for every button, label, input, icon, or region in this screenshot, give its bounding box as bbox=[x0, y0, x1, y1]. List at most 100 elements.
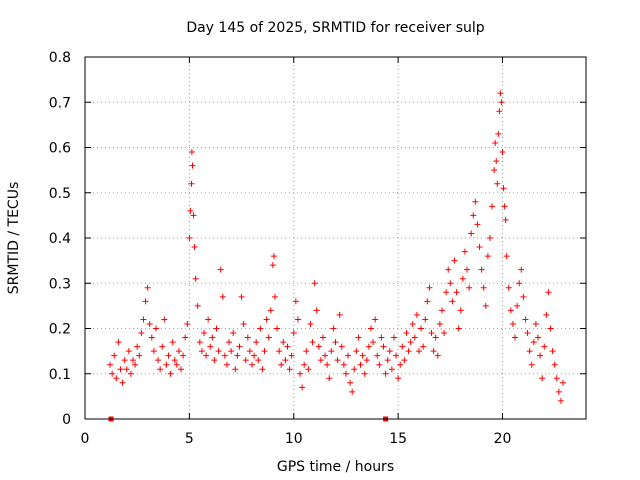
data-point bbox=[261, 348, 268, 355]
data-point bbox=[269, 262, 276, 269]
data-point bbox=[276, 348, 283, 355]
data-point bbox=[217, 266, 224, 273]
y-tick-label: 0.4 bbox=[49, 231, 71, 247]
data-point bbox=[484, 253, 491, 260]
data-point bbox=[187, 207, 194, 214]
data-point bbox=[459, 275, 466, 282]
data-point bbox=[263, 316, 270, 323]
data-point bbox=[215, 348, 222, 355]
data-point bbox=[190, 212, 197, 219]
data-point bbox=[530, 339, 537, 346]
data-point bbox=[482, 302, 489, 309]
data-point bbox=[418, 325, 425, 332]
data-point bbox=[374, 352, 381, 359]
data-point bbox=[539, 375, 546, 382]
data-point bbox=[478, 266, 485, 273]
data-point bbox=[405, 348, 412, 355]
data-point bbox=[288, 352, 295, 359]
data-point bbox=[432, 334, 439, 341]
data-point bbox=[491, 167, 498, 174]
data-point bbox=[155, 357, 162, 364]
data-point bbox=[117, 366, 124, 373]
data-points bbox=[107, 90, 567, 404]
data-point bbox=[453, 289, 460, 296]
data-point bbox=[228, 348, 235, 355]
data-point bbox=[449, 298, 456, 305]
data-point bbox=[424, 298, 431, 305]
data-point bbox=[138, 330, 145, 337]
data-point bbox=[163, 361, 170, 368]
data-point bbox=[121, 357, 128, 364]
data-point bbox=[426, 284, 433, 291]
data-point bbox=[357, 361, 364, 368]
data-point bbox=[447, 280, 454, 287]
data-point bbox=[230, 330, 237, 337]
data-point bbox=[169, 339, 176, 346]
data-point bbox=[555, 388, 562, 395]
data-point bbox=[313, 307, 320, 314]
data-point bbox=[416, 348, 422, 355]
data-point bbox=[159, 343, 166, 350]
data-point bbox=[171, 357, 178, 364]
data-point bbox=[328, 348, 335, 355]
data-point bbox=[274, 325, 281, 332]
data-point bbox=[436, 320, 443, 327]
data-point bbox=[205, 316, 212, 323]
data-point bbox=[332, 339, 339, 346]
data-point bbox=[301, 361, 308, 368]
data-point bbox=[545, 289, 552, 296]
data-point bbox=[123, 366, 130, 373]
data-point bbox=[497, 90, 504, 97]
data-point bbox=[326, 375, 333, 382]
data-point bbox=[551, 361, 558, 368]
data-point bbox=[292, 298, 299, 305]
data-point bbox=[290, 330, 297, 337]
data-point bbox=[537, 352, 544, 359]
data-point bbox=[271, 293, 278, 300]
data-point bbox=[242, 357, 249, 364]
data-point bbox=[207, 343, 214, 350]
data-point bbox=[451, 257, 458, 264]
data-point bbox=[249, 361, 255, 368]
data-point bbox=[134, 343, 141, 350]
data-point bbox=[297, 370, 304, 377]
data-point bbox=[223, 361, 230, 368]
data-point bbox=[553, 375, 560, 382]
data-point bbox=[336, 311, 343, 318]
grid-lines bbox=[85, 57, 586, 419]
data-point bbox=[376, 361, 383, 368]
data-point bbox=[532, 320, 539, 327]
data-point bbox=[388, 366, 395, 373]
x-tick-label: 10 bbox=[285, 431, 303, 447]
data-point bbox=[495, 130, 502, 137]
data-point bbox=[234, 352, 241, 359]
data-point bbox=[211, 357, 218, 364]
y-tick-label: 0.7 bbox=[49, 95, 71, 111]
data-point bbox=[390, 334, 397, 341]
data-point bbox=[512, 334, 519, 341]
data-point bbox=[480, 284, 487, 291]
data-point bbox=[238, 293, 245, 300]
data-point bbox=[213, 325, 220, 332]
data-point bbox=[516, 280, 523, 287]
data-point bbox=[232, 366, 239, 373]
data-point bbox=[130, 357, 137, 364]
data-point bbox=[443, 289, 450, 296]
data-point bbox=[259, 366, 266, 373]
data-point bbox=[338, 343, 345, 350]
data-point bbox=[244, 334, 251, 341]
data-point bbox=[167, 370, 174, 377]
data-point bbox=[382, 370, 389, 377]
data-point bbox=[142, 298, 149, 305]
data-point bbox=[107, 361, 114, 368]
data-point bbox=[309, 339, 316, 346]
data-point bbox=[507, 307, 514, 314]
data-point bbox=[493, 158, 500, 165]
y-tick-label: 0 bbox=[62, 412, 71, 428]
data-point bbox=[461, 248, 468, 255]
data-point bbox=[378, 334, 385, 341]
data-point bbox=[365, 343, 372, 350]
data-point bbox=[203, 352, 210, 359]
data-point bbox=[509, 320, 516, 327]
